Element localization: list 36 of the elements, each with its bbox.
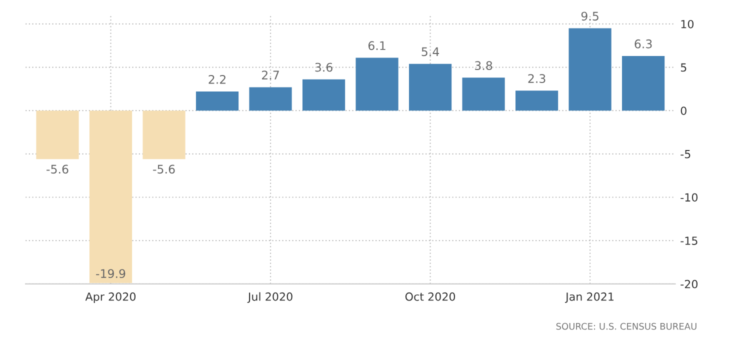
- data-label: 6.1: [368, 41, 386, 50]
- source-note: SOURCE: U.S. CENSUS BUREAU: [556, 322, 696, 330]
- y-tick-label: -5: [680, 150, 690, 158]
- data-label: -5.6: [46, 164, 68, 174]
- bar: [356, 58, 398, 111]
- x-tick-label: Oct 2020: [405, 292, 456, 301]
- bar: [196, 92, 239, 111]
- bar: [408, 64, 452, 111]
- data-label: 2.3: [528, 74, 546, 84]
- data-label: 3.8: [475, 61, 492, 70]
- bar: [142, 110, 186, 160]
- y-tick-label: -20: [680, 280, 698, 288]
- x-tick-label: Jan 2021: [565, 292, 614, 303]
- data-label: -5.6: [153, 164, 175, 174]
- data-label: 3.6: [315, 62, 332, 72]
- y-tick-label: 0: [680, 106, 686, 115]
- x-tick-label: Apr 2020: [85, 292, 136, 303]
- bar: [462, 78, 505, 111]
- data-label: 6.3: [634, 39, 652, 48]
- bar: [622, 56, 665, 111]
- data-label: 9.5: [581, 12, 598, 21]
- bar: [515, 90, 558, 111]
- bar: [249, 87, 292, 111]
- bar: [568, 28, 612, 111]
- y-tick-label: -15: [680, 236, 698, 245]
- y-tick-label: 5: [680, 63, 686, 72]
- y-tick-label: -10: [680, 193, 698, 202]
- bar: [302, 79, 346, 111]
- bar: [36, 110, 79, 160]
- y-tick-label: 10: [681, 20, 694, 28]
- data-label: 2.2: [208, 74, 226, 84]
- bar: [89, 110, 132, 284]
- data-label: -19.9: [96, 269, 126, 278]
- data-label: 2.7: [262, 70, 279, 80]
- x-tick-label: Jul 2020: [247, 292, 292, 303]
- data-label: 5.4: [422, 47, 440, 56]
